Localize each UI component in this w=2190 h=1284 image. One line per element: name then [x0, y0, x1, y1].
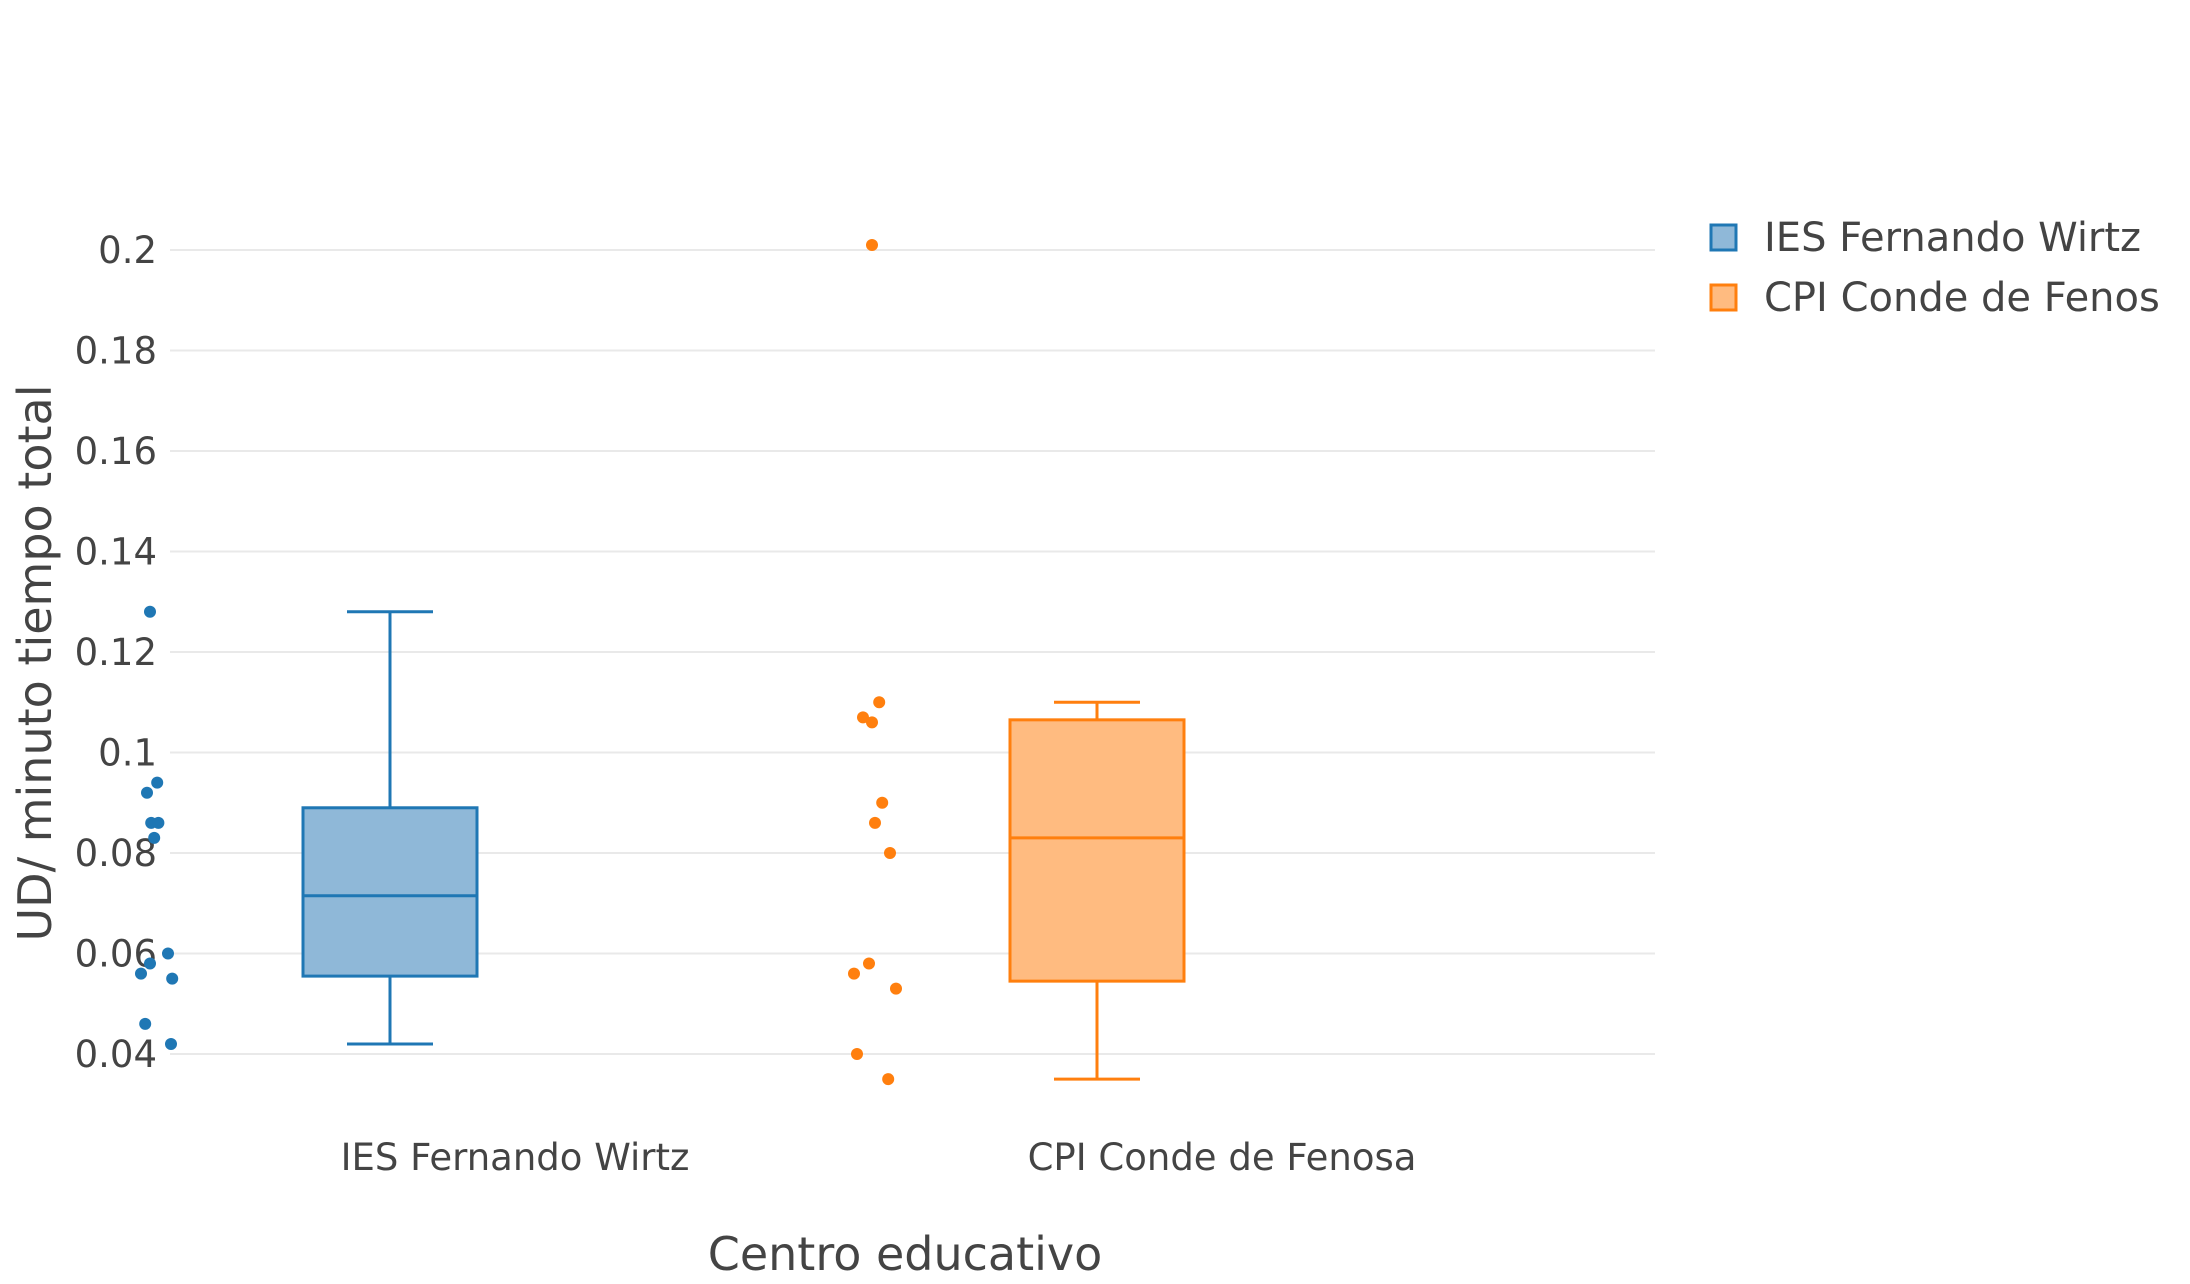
- y-axis-ticks: 0.040.060.080.10.120.140.160.180.2: [75, 229, 157, 1076]
- data-point: [866, 716, 878, 729]
- data-point: [857, 711, 869, 724]
- y-tick-label: 0.14: [75, 531, 157, 574]
- legend: IES Fernando Wirtz CPI Conde de Fenos: [1709, 215, 2160, 321]
- data-point: [166, 972, 179, 985]
- data-point: [152, 816, 165, 829]
- data-point: [139, 1017, 152, 1030]
- y-tick-label: 0.18: [75, 330, 157, 373]
- data-point: [869, 816, 881, 829]
- legend-label: CPI Conde de Fenos: [1764, 275, 2160, 321]
- data-point: [866, 238, 878, 251]
- legend-swatch: [1709, 283, 1738, 312]
- data-point: [144, 957, 156, 970]
- box-trace: [848, 238, 1186, 1086]
- data-point: [135, 967, 147, 980]
- box-iqr: [301, 806, 479, 978]
- legend-item: IES Fernando Wirtz: [1709, 215, 2141, 261]
- y-tick-label: 0.1: [98, 732, 157, 775]
- data-point: [876, 796, 889, 809]
- x-tick-label: IES Fernando Wirtz: [341, 1136, 690, 1179]
- legend-item: CPI Conde de Fenos: [1709, 275, 2160, 321]
- x-axis-ticks: IES Fernando Wirtz CPI Conde de Fenosa: [341, 1136, 1417, 1179]
- box-traces: [135, 238, 1186, 1086]
- data-point: [165, 1037, 177, 1050]
- y-tick-label: 0.2: [98, 229, 157, 272]
- data-point: [890, 982, 902, 995]
- data-point: [873, 696, 886, 709]
- legend-swatch: [1709, 223, 1738, 252]
- box-trace: [135, 605, 479, 1050]
- data-point: [863, 957, 875, 970]
- y-tick-label: 0.12: [75, 631, 157, 674]
- data-point: [144, 605, 156, 618]
- data-point: [162, 947, 174, 960]
- legend-label: IES Fernando Wirtz: [1764, 215, 2141, 261]
- data-point: [882, 1073, 895, 1086]
- y-axis-title: UD/ minuto tiempo total: [8, 385, 62, 942]
- y-tick-label: 0.04: [75, 1033, 157, 1076]
- data-point: [148, 831, 161, 844]
- y-tick-label: 0.08: [75, 832, 157, 875]
- data-point: [851, 1048, 863, 1060]
- x-axis-title: Centro educativo: [708, 1227, 1103, 1281]
- data-point: [848, 967, 860, 980]
- data-point: [884, 847, 896, 859]
- data-point: [141, 786, 153, 799]
- data-point: [151, 776, 164, 789]
- y-tick-label: 0.16: [75, 430, 157, 473]
- box-iqr: [1008, 718, 1186, 983]
- x-tick-label: CPI Conde de Fenosa: [1028, 1136, 1417, 1179]
